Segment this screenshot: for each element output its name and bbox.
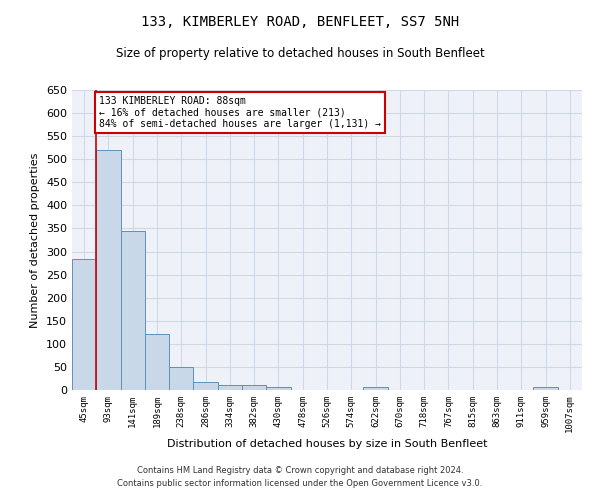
Y-axis label: Number of detached properties: Number of detached properties bbox=[31, 152, 40, 328]
Bar bbox=[193, 382, 218, 390]
Bar bbox=[145, 334, 169, 390]
X-axis label: Distribution of detached houses by size in South Benfleet: Distribution of detached houses by size … bbox=[167, 440, 487, 450]
Bar bbox=[242, 385, 266, 390]
Text: Contains HM Land Registry data © Crown copyright and database right 2024.
Contai: Contains HM Land Registry data © Crown c… bbox=[118, 466, 482, 487]
Bar bbox=[121, 231, 145, 390]
Bar bbox=[96, 150, 121, 390]
Bar bbox=[266, 387, 290, 390]
Bar bbox=[364, 387, 388, 390]
Text: 133 KIMBERLEY ROAD: 88sqm
← 16% of detached houses are smaller (213)
84% of semi: 133 KIMBERLEY ROAD: 88sqm ← 16% of detac… bbox=[99, 96, 381, 128]
Text: 133, KIMBERLEY ROAD, BENFLEET, SS7 5NH: 133, KIMBERLEY ROAD, BENFLEET, SS7 5NH bbox=[141, 15, 459, 29]
Bar bbox=[218, 385, 242, 390]
Text: Size of property relative to detached houses in South Benfleet: Size of property relative to detached ho… bbox=[116, 48, 484, 60]
Bar bbox=[169, 368, 193, 390]
Bar bbox=[533, 387, 558, 390]
Bar bbox=[72, 260, 96, 390]
